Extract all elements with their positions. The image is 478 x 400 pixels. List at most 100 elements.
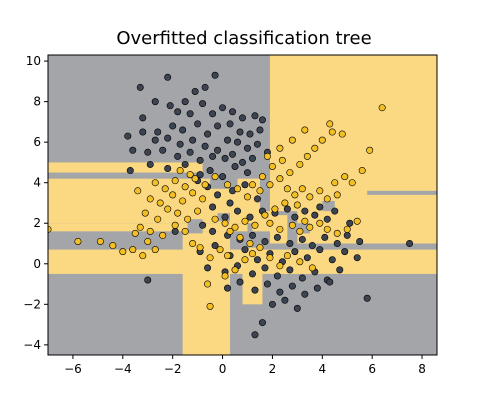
data-point-class-1 <box>252 222 258 228</box>
data-point-class-1 <box>142 210 148 216</box>
data-point-class-0 <box>174 109 180 115</box>
y-tick-label: 6 <box>33 135 41 149</box>
chart-title: Overfitted classification tree <box>116 28 371 49</box>
data-point-class-0 <box>322 234 328 240</box>
data-point-class-0 <box>364 295 370 301</box>
data-point-class-1 <box>334 192 340 198</box>
data-point-class-0 <box>140 129 146 135</box>
data-point-class-1 <box>140 252 146 258</box>
data-point-class-1 <box>302 127 308 133</box>
data-point-class-1 <box>132 230 138 236</box>
data-point-class-1 <box>75 238 81 244</box>
data-point-class-1 <box>110 242 116 248</box>
data-point-class-0 <box>197 157 203 163</box>
data-point-class-1 <box>224 252 230 258</box>
data-point-class-1 <box>332 180 338 186</box>
data-point-class-0 <box>292 248 298 254</box>
data-point-class-0 <box>212 72 218 78</box>
data-point-class-0 <box>125 133 131 139</box>
data-point-class-0 <box>262 265 268 271</box>
data-point-class-0 <box>234 139 240 145</box>
data-point-class-1 <box>189 240 195 246</box>
data-point-class-1 <box>227 228 233 234</box>
data-point-class-0 <box>332 208 338 214</box>
data-point-class-0 <box>222 214 228 220</box>
data-point-class-0 <box>199 100 205 106</box>
data-point-class-0 <box>177 141 183 147</box>
data-point-class-0 <box>187 149 193 155</box>
data-point-class-1 <box>212 216 218 222</box>
data-point-class-0 <box>229 109 235 115</box>
data-point-class-1 <box>302 218 308 224</box>
data-point-class-1 <box>177 167 183 173</box>
data-point-class-0 <box>294 305 300 311</box>
data-point-class-1 <box>222 273 228 279</box>
data-point-class-1 <box>242 218 248 224</box>
data-point-class-1 <box>157 200 163 206</box>
data-point-class-1 <box>224 182 230 188</box>
data-point-class-1 <box>207 303 213 309</box>
data-point-class-0 <box>247 131 253 137</box>
data-point-class-1 <box>329 129 335 135</box>
data-point-class-0 <box>289 283 295 289</box>
x-tick-label: 4 <box>318 362 326 376</box>
data-point-class-0 <box>164 74 170 80</box>
data-point-class-0 <box>145 149 151 155</box>
data-point-class-1 <box>199 196 205 202</box>
data-point-class-1 <box>277 263 283 269</box>
data-point-class-1 <box>287 169 293 175</box>
data-point-class-1 <box>184 216 190 222</box>
data-point-class-0 <box>222 155 228 161</box>
data-point-class-0 <box>287 267 293 273</box>
data-point-class-1 <box>277 226 283 232</box>
data-point-class-1 <box>366 147 372 153</box>
x-tick-label: −6 <box>64 362 82 376</box>
data-point-class-1 <box>279 157 285 163</box>
data-point-class-1 <box>135 188 141 194</box>
y-tick-label: −2 <box>23 297 41 311</box>
data-point-class-1 <box>379 105 385 111</box>
data-point-class-0 <box>324 216 330 222</box>
data-point-class-0 <box>299 275 305 281</box>
data-point-class-0 <box>317 204 323 210</box>
data-point-class-0 <box>229 151 235 157</box>
data-point-class-1 <box>309 265 315 271</box>
data-point-class-0 <box>204 131 210 137</box>
data-point-class-0 <box>224 137 230 143</box>
data-point-class-0 <box>199 222 205 228</box>
data-point-class-0 <box>232 163 238 169</box>
data-point-class-1 <box>327 121 333 127</box>
data-point-class-1 <box>204 281 210 287</box>
data-point-class-0 <box>167 102 173 108</box>
data-point-class-0 <box>254 141 260 147</box>
data-point-class-0 <box>317 246 323 252</box>
data-point-class-0 <box>219 173 225 179</box>
data-point-class-0 <box>244 169 250 175</box>
data-point-class-1 <box>249 182 255 188</box>
data-point-class-1 <box>344 226 350 232</box>
data-point-class-0 <box>209 228 215 234</box>
data-point-class-0 <box>269 301 275 307</box>
data-point-class-1 <box>257 188 263 194</box>
data-point-class-0 <box>202 143 208 149</box>
data-point-class-1 <box>267 182 273 188</box>
data-point-class-0 <box>227 200 233 206</box>
data-point-class-1 <box>155 216 161 222</box>
data-point-class-1 <box>342 173 348 179</box>
data-point-class-0 <box>287 240 293 246</box>
data-point-class-0 <box>292 214 298 220</box>
data-point-class-1 <box>349 180 355 186</box>
data-point-class-0 <box>299 236 305 242</box>
data-point-class-0 <box>130 147 136 153</box>
data-point-class-1 <box>207 255 213 261</box>
data-point-class-0 <box>252 113 258 119</box>
data-point-class-0 <box>164 135 170 141</box>
data-point-class-0 <box>182 161 188 167</box>
data-point-class-1 <box>217 246 223 252</box>
data-point-class-0 <box>224 285 230 291</box>
data-point-class-0 <box>334 240 340 246</box>
data-point-class-0 <box>406 240 412 246</box>
data-point-class-0 <box>189 137 195 143</box>
data-point-class-0 <box>244 145 250 151</box>
